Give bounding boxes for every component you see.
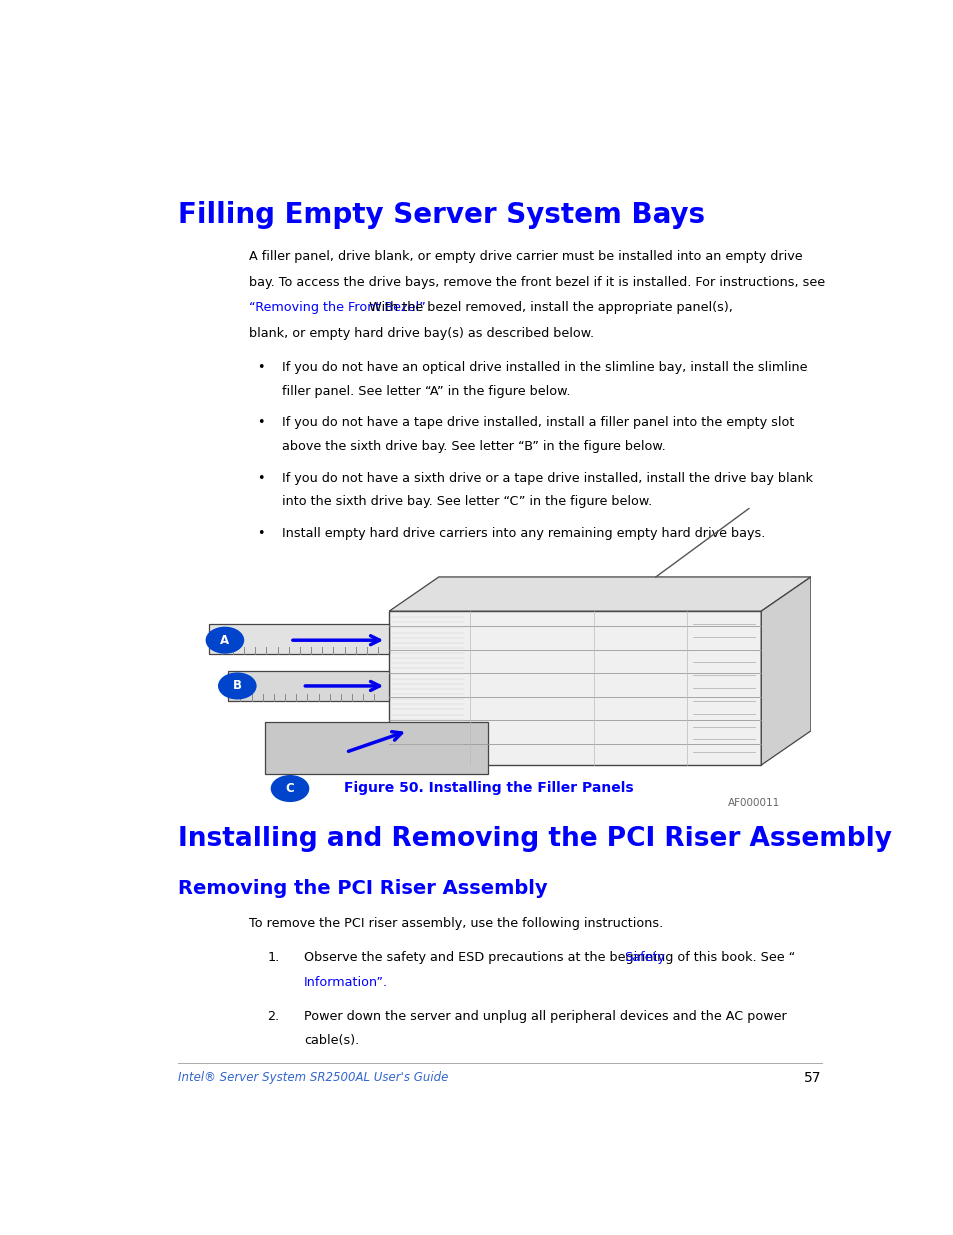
Polygon shape [389, 577, 810, 611]
Polygon shape [389, 611, 760, 764]
Text: cable(s).: cable(s). [304, 1035, 359, 1047]
Text: A: A [220, 634, 230, 647]
Text: •: • [257, 526, 265, 540]
Text: AF000011: AF000011 [727, 798, 780, 808]
Text: 57: 57 [803, 1071, 821, 1084]
Text: If you do not have a sixth drive or a tape drive installed, install the drive ba: If you do not have a sixth drive or a ta… [281, 472, 812, 484]
Text: Removing the PCI Riser Assembly: Removing the PCI Riser Assembly [178, 878, 547, 898]
Circle shape [206, 627, 243, 653]
Text: “Removing the Front Bezel”: “Removing the Front Bezel” [249, 301, 425, 314]
Text: C: C [285, 782, 294, 795]
Text: B: B [233, 679, 241, 693]
Text: 1.: 1. [267, 951, 279, 963]
Text: •: • [257, 416, 265, 430]
Text: Safety: Safety [624, 951, 665, 963]
Text: blank, or empty hard drive bay(s) as described below.: blank, or empty hard drive bay(s) as des… [249, 327, 593, 340]
Text: A filler panel, drive blank, or empty drive carrier must be installed into an em: A filler panel, drive blank, or empty dr… [249, 249, 801, 263]
Text: •: • [257, 472, 265, 484]
Text: 2.: 2. [267, 1010, 279, 1023]
Text: Installing and Removing the PCI Riser Assembly: Installing and Removing the PCI Riser As… [178, 826, 891, 852]
Text: Observe the safety and ESD precautions at the beginning of this book. See “: Observe the safety and ESD precautions a… [304, 951, 795, 963]
Text: . With the bezel removed, install the appropriate panel(s),: . With the bezel removed, install the ap… [361, 301, 732, 314]
Circle shape [271, 776, 309, 802]
Circle shape [218, 673, 255, 699]
Text: If you do not have an optical drive installed in the slimline bay, install the s: If you do not have an optical drive inst… [281, 361, 806, 374]
Text: into the sixth drive bay. See letter “C” in the figure below.: into the sixth drive bay. See letter “C”… [281, 495, 652, 509]
Text: filler panel. See letter “A” in the figure below.: filler panel. See letter “A” in the figu… [281, 385, 570, 398]
Text: Filling Empty Server System Bays: Filling Empty Server System Bays [178, 200, 705, 228]
Text: Intel® Server System SR2500AL User's Guide: Intel® Server System SR2500AL User's Gui… [178, 1071, 448, 1083]
Text: Information”.: Information”. [304, 976, 388, 988]
Polygon shape [210, 624, 389, 653]
Text: To remove the PCI riser assembly, use the following instructions.: To remove the PCI riser assembly, use th… [249, 916, 662, 930]
Text: •: • [257, 361, 265, 374]
Text: Power down the server and unplug all peripheral devices and the AC power: Power down the server and unplug all per… [304, 1010, 786, 1023]
Text: Figure 50. Installing the Filler Panels: Figure 50. Installing the Filler Panels [344, 781, 633, 794]
Text: If you do not have a tape drive installed, install a filler panel into the empty: If you do not have a tape drive installe… [281, 416, 794, 430]
Text: Install empty hard drive carriers into any remaining empty hard drive bays.: Install empty hard drive carriers into a… [281, 526, 764, 540]
Text: above the sixth drive bay. See letter “B” in the figure below.: above the sixth drive bay. See letter “B… [281, 440, 665, 453]
Polygon shape [228, 671, 389, 701]
Text: bay. To access the drive bays, remove the front bezel if it is installed. For in: bay. To access the drive bays, remove th… [249, 275, 824, 289]
Polygon shape [760, 577, 810, 764]
Polygon shape [265, 722, 488, 773]
